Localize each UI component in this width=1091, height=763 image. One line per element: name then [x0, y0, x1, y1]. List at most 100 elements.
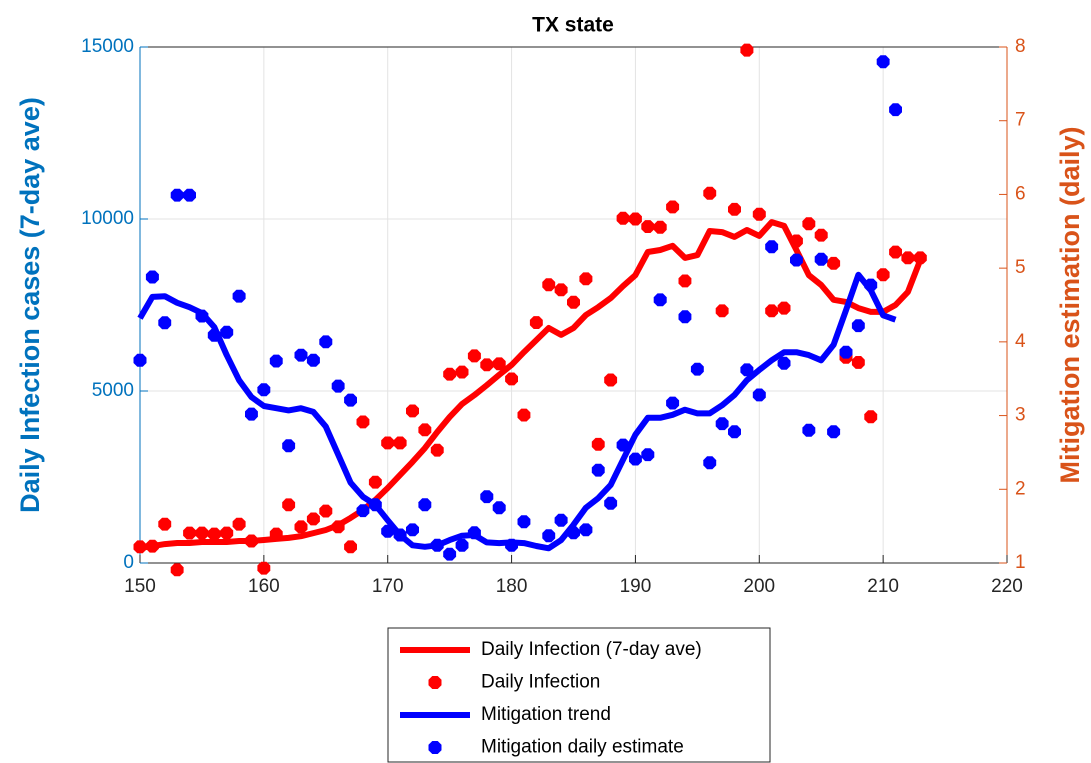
- x-tick-label: 200: [743, 576, 775, 597]
- y2-tick-label: 6: [1015, 183, 1026, 204]
- y2-tick-label: 5: [1015, 257, 1026, 278]
- data-point: [604, 373, 618, 387]
- data-point: [282, 498, 296, 512]
- data-point: [814, 228, 828, 242]
- data-point: [381, 524, 395, 538]
- data-point: [257, 383, 271, 397]
- y-tick-label: 0: [123, 552, 134, 573]
- data-point: [765, 304, 779, 318]
- legend-label: Mitigation trend: [481, 704, 611, 725]
- data-point: [381, 436, 395, 450]
- data-point: [728, 425, 741, 439]
- data-point: [257, 561, 271, 575]
- data-point: [591, 437, 605, 451]
- data-point: [827, 425, 841, 439]
- data-point: [245, 534, 258, 548]
- data-point: [245, 407, 258, 421]
- data-point: [616, 211, 630, 225]
- data-point: [703, 456, 717, 470]
- data-point: [529, 316, 543, 329]
- y2-tick-label: 4: [1015, 331, 1026, 352]
- data-point: [183, 188, 196, 202]
- data-point: [492, 357, 506, 371]
- data-point: [889, 103, 902, 117]
- data-point: [653, 293, 667, 307]
- legend-label: Mitigation daily estimate: [481, 737, 684, 758]
- data-point: [790, 253, 803, 267]
- data-point: [567, 295, 580, 309]
- data-point: [802, 423, 816, 437]
- x-tick-label: 170: [372, 576, 404, 597]
- data-point: [517, 408, 531, 422]
- data-point: [876, 268, 890, 282]
- data-point: [220, 325, 234, 339]
- data-point: [864, 410, 878, 424]
- y-tick-label: 10000: [81, 208, 134, 229]
- x-tick-label: 190: [620, 576, 652, 597]
- data-point: [393, 436, 407, 450]
- data-point: [740, 363, 754, 377]
- data-point: [542, 278, 556, 292]
- data-point: [616, 438, 630, 452]
- data-point: [133, 353, 147, 367]
- data-point: [170, 188, 184, 202]
- data-point: [170, 563, 184, 577]
- data-point: [344, 540, 357, 554]
- data-point: [406, 404, 419, 418]
- data-point: [554, 513, 568, 527]
- y2-tick-label: 8: [1015, 36, 1026, 57]
- data-point: [306, 353, 320, 367]
- data-point: [467, 526, 481, 540]
- data-point: [579, 523, 593, 537]
- data-point: [765, 240, 779, 254]
- data-point: [319, 504, 333, 518]
- data-point: [480, 358, 494, 372]
- data-point: [715, 304, 729, 318]
- y2-tick-label: 2: [1015, 478, 1026, 499]
- data-point: [678, 310, 692, 324]
- data-point: [158, 517, 172, 531]
- data-point: [356, 504, 370, 518]
- data-point: [368, 498, 382, 512]
- data-point: [294, 520, 308, 534]
- data-point: [814, 252, 828, 266]
- y-axis-label: Daily Infection cases (7-day ave): [15, 97, 45, 513]
- data-point: [542, 529, 556, 543]
- data-point: [690, 362, 704, 376]
- data-point: [269, 354, 283, 368]
- data-point: [913, 251, 927, 265]
- x-tick-label: 220: [991, 576, 1023, 597]
- data-point: [752, 207, 766, 221]
- data-point: [567, 526, 580, 540]
- y2-tick-label: 3: [1015, 405, 1026, 426]
- series-line: [139, 219, 924, 551]
- data-point: [430, 443, 444, 457]
- data-point: [554, 283, 568, 297]
- data-point: [876, 55, 890, 69]
- data-point: [851, 356, 865, 369]
- data-point: [752, 388, 766, 402]
- data-point: [790, 234, 803, 248]
- data-point: [666, 200, 680, 214]
- data-point: [319, 335, 333, 349]
- data-point: [368, 475, 382, 489]
- data-point: [282, 439, 296, 453]
- data-point: [517, 515, 531, 529]
- data-point: [889, 245, 902, 259]
- y2-tick-label: 1: [1015, 552, 1026, 573]
- y-tick-label: 15000: [81, 36, 134, 57]
- data-point: [604, 496, 618, 510]
- data-point: [331, 520, 345, 534]
- data-point: [641, 220, 655, 233]
- data-point: [641, 448, 655, 462]
- data-point: [777, 301, 791, 315]
- data-point: [220, 526, 234, 540]
- data-point: [728, 202, 741, 216]
- x-tick-label: 150: [124, 576, 156, 597]
- data-point: [480, 490, 494, 504]
- data-point: [591, 463, 605, 477]
- data-point: [145, 270, 159, 284]
- data-point: [629, 452, 642, 466]
- data-point: [901, 251, 915, 265]
- data-point: [133, 540, 147, 554]
